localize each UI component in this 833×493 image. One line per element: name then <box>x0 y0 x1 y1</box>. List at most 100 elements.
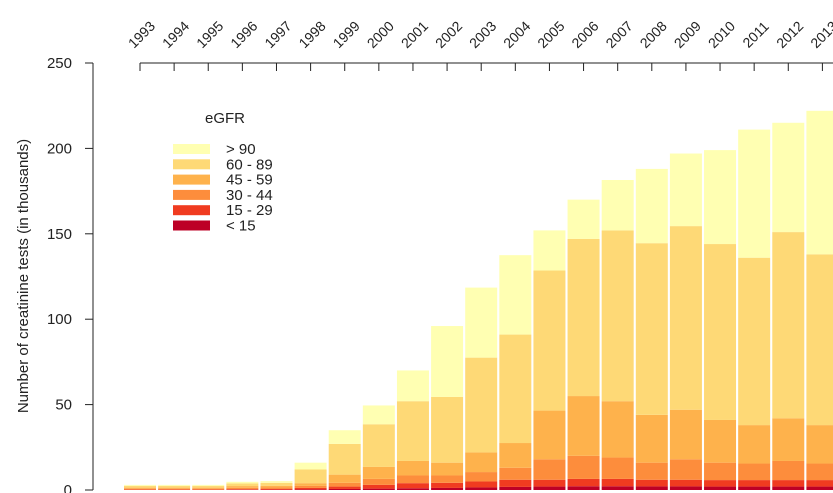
bar-segment-2006-0 <box>567 486 600 490</box>
x-tick-label: 2008 <box>637 18 670 51</box>
bar-segment-2010-0 <box>704 486 737 490</box>
bar-segment-1999-4 <box>328 443 361 475</box>
bar-segment-1993-3 <box>124 487 156 489</box>
bar-segment-2004-3 <box>499 443 532 468</box>
legend-swatch <box>173 159 210 170</box>
y-tick-label: 50 <box>55 397 72 414</box>
x-tick-label: 1993 <box>125 18 158 51</box>
bar-segment-2011-2 <box>738 463 771 481</box>
bar-segment-2010-3 <box>704 419 737 463</box>
x-tick-label: 2011 <box>739 18 772 51</box>
bar-segment-2012-3 <box>772 418 805 461</box>
bar-segment-2011-3 <box>738 425 771 464</box>
x-tick-label: 1998 <box>295 18 328 51</box>
bar-segment-2000-3 <box>362 466 395 479</box>
bar-segment-1996-1 <box>226 489 259 490</box>
bar-segment-2005-4 <box>533 270 566 411</box>
bar-segment-2009-0 <box>669 486 702 490</box>
bar-segment-2012-1 <box>772 480 805 487</box>
bar-segment-2004-0 <box>499 486 532 490</box>
bar-segment-2001-3 <box>396 460 429 476</box>
bar-segment-1994-5 <box>158 484 191 486</box>
bar-segment-2010-5 <box>704 150 737 245</box>
x-tick-label: 1994 <box>159 18 192 51</box>
y-tick-label: 0 <box>64 482 72 493</box>
bar-segment-1997-3 <box>260 485 293 488</box>
bar-segment-2002-4 <box>431 396 464 463</box>
x-tick-label: 2000 <box>364 18 397 51</box>
bar-segment-1996-2 <box>226 487 259 490</box>
bar-segment-2008-0 <box>635 486 668 490</box>
legend-label: > 90 <box>226 141 256 158</box>
bars-group <box>124 110 833 490</box>
y-axis-label: Number of creatinine tests (in thousands… <box>15 139 32 413</box>
bar-segment-2013-4 <box>806 254 833 426</box>
bar-segment-2013-5 <box>806 110 833 255</box>
bar-segment-2001-0 <box>396 488 429 490</box>
bar-segment-2012-5 <box>772 122 805 233</box>
bar-segment-2002-1 <box>431 482 464 488</box>
bar-segment-2009-4 <box>669 226 702 410</box>
top-axis: 1993 1994 1995 1996 1997 1998 1999 2000 2001 2002… <box>125 18 833 71</box>
x-tick-label: 1999 <box>330 18 363 51</box>
bar-segment-2002-3 <box>431 462 464 476</box>
bar-segment-1997-5 <box>260 481 293 483</box>
x-tick-label: 2010 <box>705 18 738 51</box>
bar-segment-2010-4 <box>704 244 737 420</box>
bar-segment-2006-1 <box>567 478 600 487</box>
y-tick-label: 200 <box>47 140 72 157</box>
bar-segment-2007-1 <box>601 478 634 487</box>
bar-segment-2004-4 <box>499 334 532 444</box>
legend-swatch <box>173 174 210 185</box>
x-tick-label: 1997 <box>261 18 294 51</box>
bar-segment-2003-0 <box>465 487 498 490</box>
legend-label: 15 - 29 <box>226 202 273 219</box>
bar-segment-2013-1 <box>806 480 833 487</box>
bar-segment-2000-0 <box>362 488 395 490</box>
legend-label: < 15 <box>226 218 256 235</box>
bar-segment-2008-2 <box>635 462 668 480</box>
bar-segment-1994-2 <box>158 488 191 490</box>
x-tick-label: 2005 <box>534 18 567 51</box>
bar-segment-2001-4 <box>396 401 429 461</box>
bar-segment-2003-1 <box>465 481 498 488</box>
x-tick-label: 1995 <box>193 18 226 51</box>
bar-segment-1998-0 <box>294 489 327 490</box>
y-tick-label: 150 <box>47 226 72 243</box>
bar-segment-2000-1 <box>362 484 395 489</box>
x-tick-label: 2009 <box>671 18 704 51</box>
bar-segment-1999-0 <box>328 488 361 490</box>
bar-segment-2005-3 <box>533 410 566 460</box>
legend-swatch <box>173 144 210 154</box>
x-tick-label: 2002 <box>432 18 465 51</box>
bar-segment-1999-2 <box>328 482 361 487</box>
x-tick-label: 2013 <box>807 18 833 51</box>
legend-label: 30 - 44 <box>226 187 273 204</box>
bar-segment-1997-1 <box>260 488 293 490</box>
bar-segment-2007-0 <box>601 486 634 490</box>
x-tick-label: 2003 <box>466 18 499 51</box>
bar-segment-1995-2 <box>192 488 225 490</box>
bar-segment-2013-3 <box>806 425 833 464</box>
bar-segment-2012-2 <box>772 460 805 481</box>
legend-swatch <box>173 205 210 216</box>
x-tick-label: 2004 <box>500 18 533 51</box>
bar-segment-2010-2 <box>704 462 737 481</box>
bar-segment-2004-1 <box>499 479 532 487</box>
bar-segment-2011-1 <box>738 480 771 487</box>
bar-segment-1996-4 <box>226 483 259 487</box>
x-tick-label: 2001 <box>398 18 431 51</box>
bar-segment-2012-0 <box>772 486 805 490</box>
bar-segment-2009-5 <box>669 153 702 227</box>
y-axis: 0 50 100 150 200 250 <box>47 55 94 493</box>
bar-segment-2006-4 <box>567 238 600 397</box>
bar-segment-2007-5 <box>601 180 634 231</box>
y-tick-label: 100 <box>47 311 72 328</box>
legend-swatch <box>173 220 210 231</box>
bar-segment-2005-5 <box>533 230 566 271</box>
bar-segment-2000-2 <box>362 478 395 485</box>
bar-segment-2003-2 <box>465 472 498 482</box>
bar-segment-2003-4 <box>465 357 498 453</box>
bar-segment-2009-1 <box>669 479 702 487</box>
